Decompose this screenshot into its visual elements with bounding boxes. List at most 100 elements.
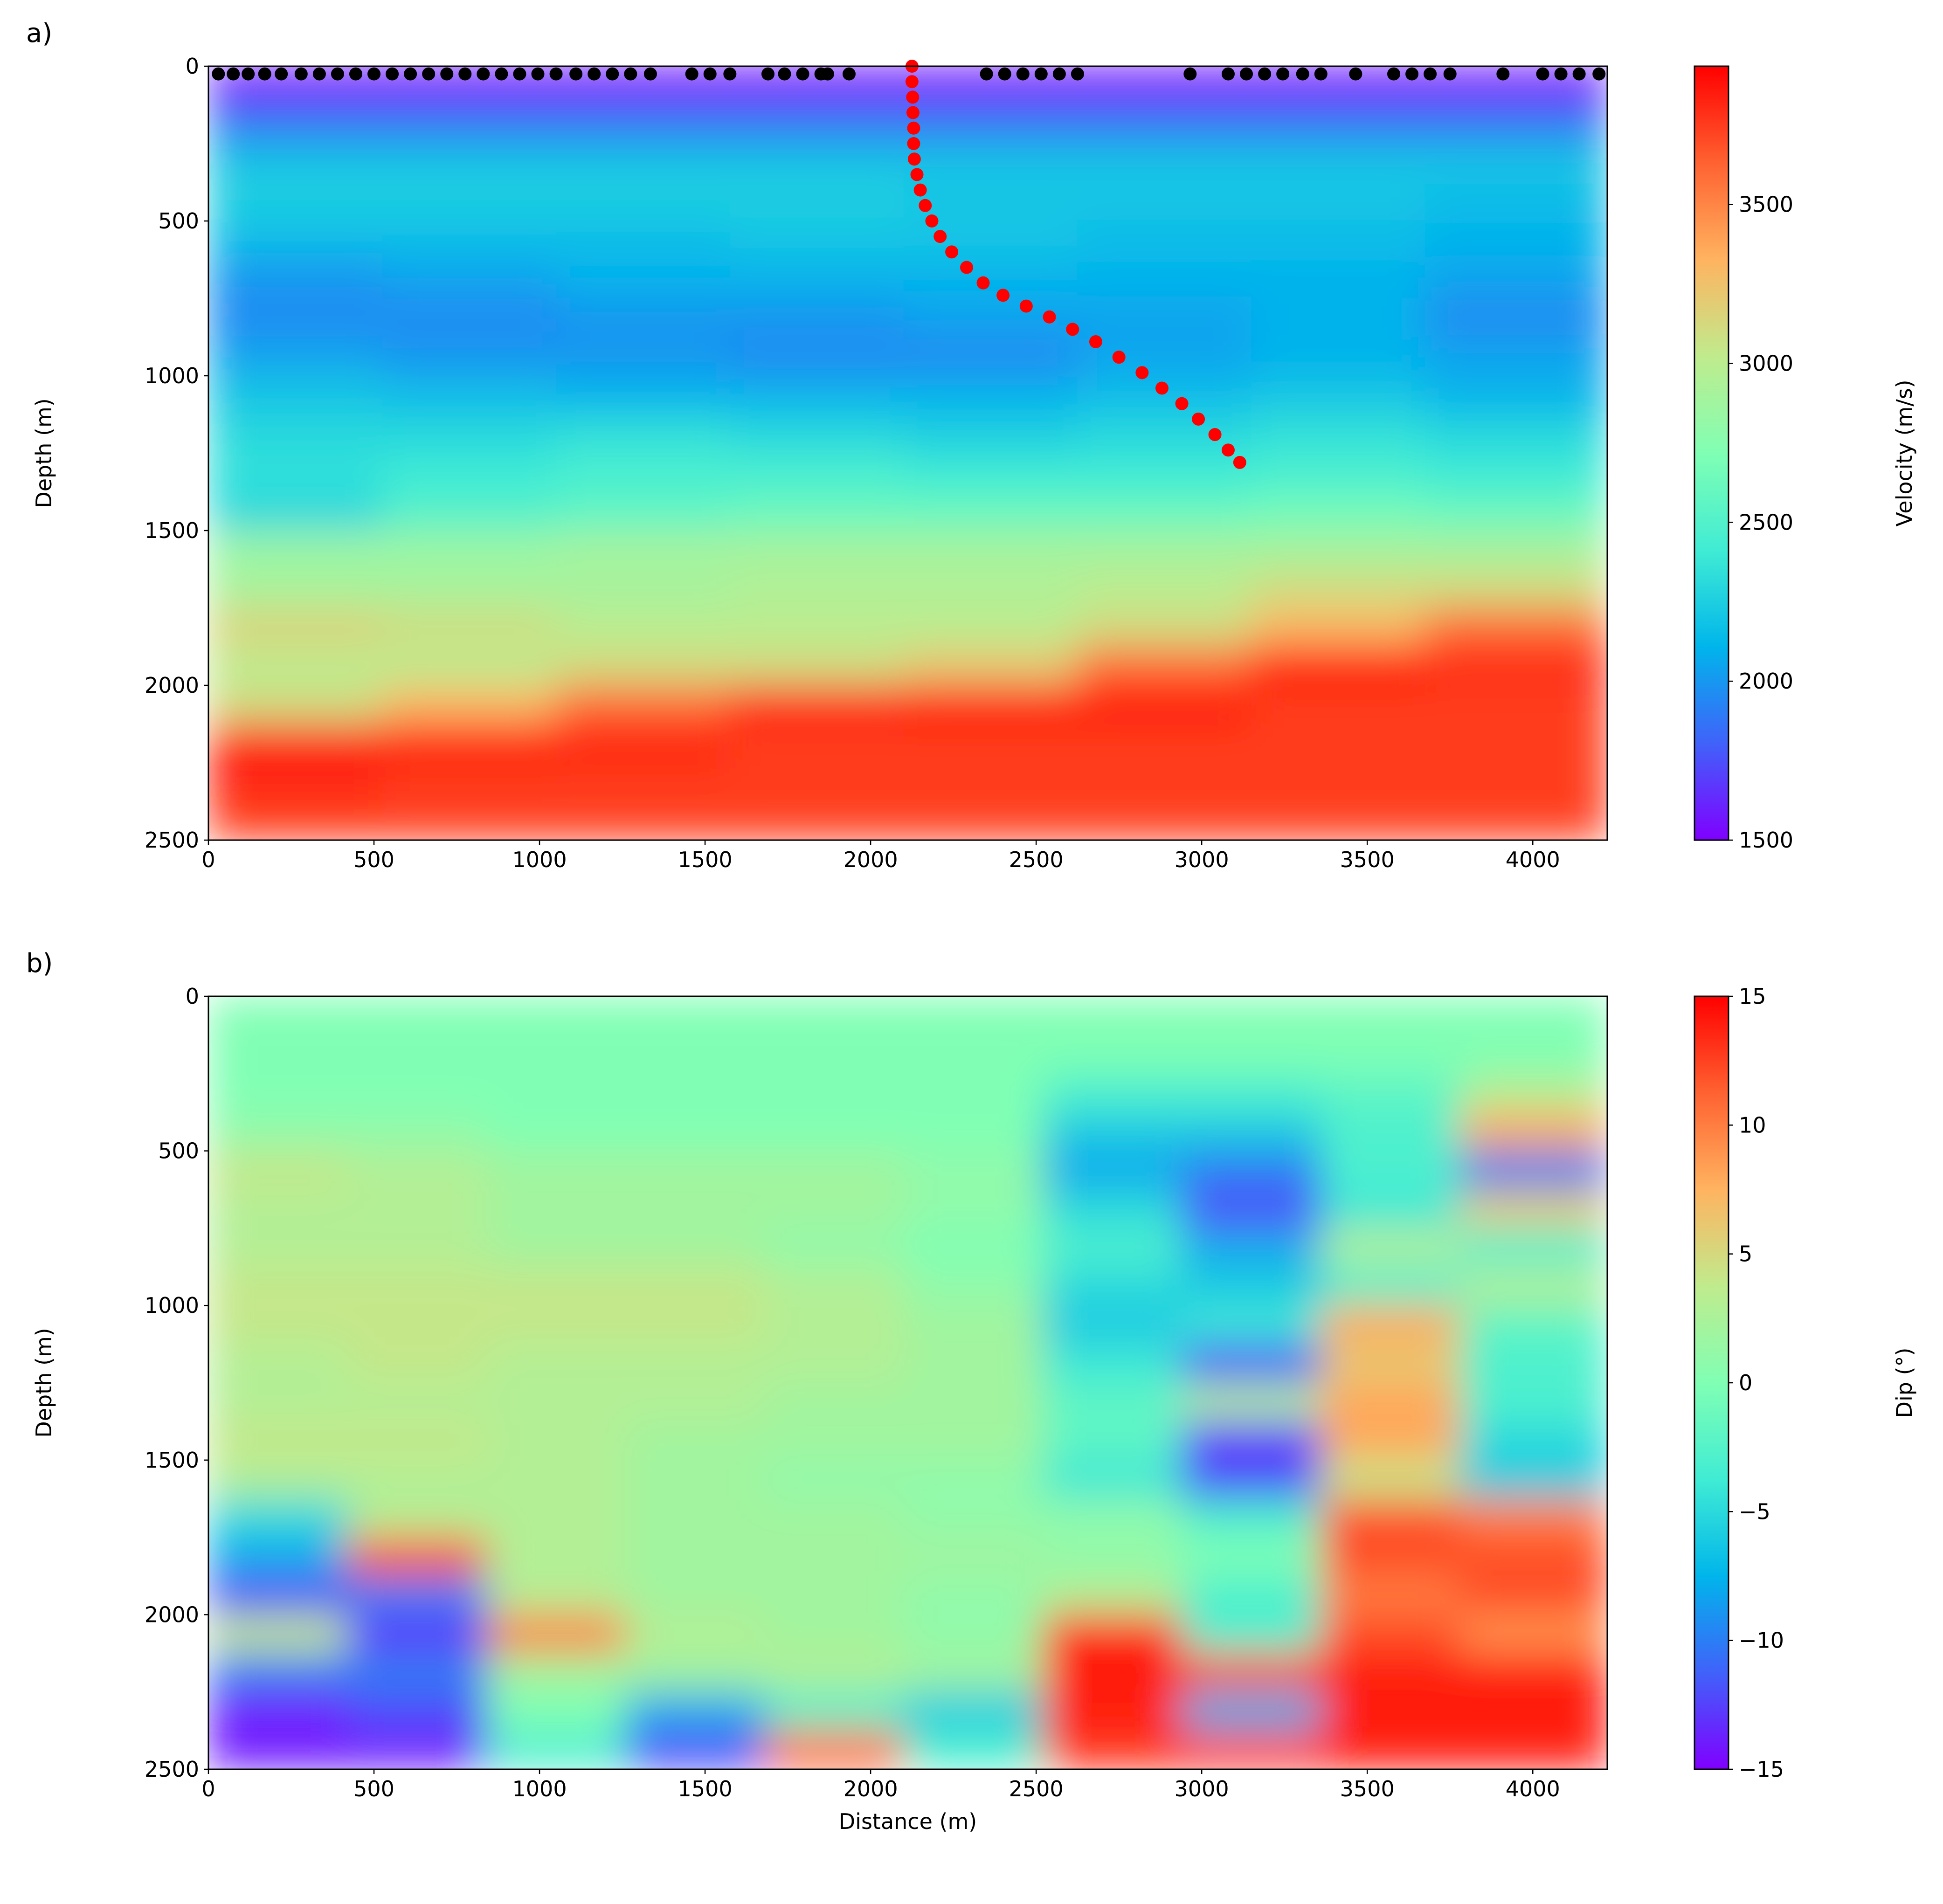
heatmap-cell [347, 1614, 487, 1654]
y-axis-label: Depth (m) [31, 398, 56, 508]
heatmap-cell [1182, 1228, 1321, 1267]
heatmap-cell [625, 1382, 765, 1422]
heatmap-cell [764, 1151, 904, 1190]
heatmap-cell [729, 337, 904, 376]
heatmap-cell [903, 1151, 1043, 1190]
receiver [1240, 67, 1253, 81]
receiver [349, 67, 362, 81]
heatmap-cell [1042, 1266, 1182, 1306]
heatmap-cell [729, 414, 904, 454]
heatmap-cell [208, 1460, 348, 1499]
receiver [980, 67, 993, 81]
heatmap-cell [208, 104, 383, 144]
heatmap-cell [556, 337, 730, 376]
heatmap-cell [486, 1228, 626, 1267]
heatmap-cell [729, 491, 904, 531]
heatmap-cell [903, 1035, 1043, 1074]
heatmap-cell [903, 1730, 1043, 1769]
heatmap-cell [903, 1460, 1043, 1499]
heatmap-cell [625, 1151, 765, 1190]
heatmap-cell [1182, 1460, 1321, 1499]
well-point [906, 106, 920, 119]
receiver [275, 67, 288, 81]
receiver [606, 67, 619, 81]
plot-area [208, 996, 1607, 1769]
heatmap-cell [486, 1421, 626, 1461]
heatmap-cell [382, 143, 557, 183]
heatmap-cell [382, 337, 557, 376]
heatmap-cell [1251, 143, 1425, 183]
heatmap-cell [486, 1730, 626, 1769]
panel-label: b) [26, 948, 53, 979]
heatmap-cell [1251, 762, 1425, 802]
heatmap-cell [1321, 996, 1460, 1035]
receiver [821, 67, 834, 81]
heatmap-cell [208, 996, 348, 1035]
receiver [723, 67, 737, 81]
receiver [624, 67, 637, 81]
receiver [1258, 67, 1272, 81]
heatmap-cell [729, 298, 904, 338]
receiver [1554, 67, 1568, 81]
heatmap-cell [208, 143, 383, 183]
heatmap-cell [729, 685, 904, 724]
heatmap-cell [1321, 1498, 1460, 1538]
heatmap-cell [1077, 685, 1252, 724]
heatmap-cell [1077, 530, 1252, 570]
heatmap-cell [729, 646, 904, 686]
heatmap-cell [625, 1073, 765, 1113]
heatmap-cell [382, 569, 557, 608]
heatmap-cell [903, 1537, 1043, 1576]
heatmap-cell [556, 259, 730, 299]
heatmap-cell [625, 1576, 765, 1615]
heatmap-cell [903, 104, 1078, 144]
heatmap-cell [1251, 646, 1425, 686]
y-tick-label: 0 [186, 984, 199, 1009]
heatmap-cell [1321, 1691, 1460, 1731]
heatmap-cell [382, 453, 557, 492]
heatmap-cell [208, 569, 383, 608]
receiver [1496, 67, 1510, 81]
heatmap-cell [347, 1421, 487, 1461]
heatmap-cell [625, 1653, 765, 1692]
heatmap-cell [1424, 801, 1607, 840]
heatmap-cell [764, 1730, 904, 1769]
heatmap-cell [382, 182, 557, 221]
heatmap-cell [903, 996, 1043, 1035]
heatmap-cell [208, 182, 383, 221]
heatmap-cell [1182, 1537, 1321, 1576]
heatmap-cell [903, 1421, 1043, 1461]
heatmap-cell [208, 375, 383, 415]
heatmap-cell [903, 1382, 1043, 1422]
colorbar-tick-label: 0 [1739, 1370, 1752, 1395]
heatmap-cell [903, 453, 1078, 492]
heatmap-cell [486, 1382, 626, 1422]
heatmap-cell [556, 143, 730, 183]
heatmap-cell [1459, 1344, 1607, 1383]
heatmap-cell [1042, 1344, 1182, 1383]
heatmap-cell [1251, 685, 1425, 724]
heatmap-cell [1182, 1498, 1321, 1538]
receiver [1572, 67, 1586, 81]
heatmap-cell [382, 801, 557, 840]
y-tick-label: 500 [158, 208, 199, 234]
heatmap-cell [1459, 1730, 1607, 1769]
heatmap-cell [625, 1266, 765, 1306]
heatmap-cell [625, 1730, 765, 1769]
heatmap-cell [625, 1305, 765, 1345]
x-tick-label: 2000 [844, 847, 898, 872]
heatmap-cell [347, 1691, 487, 1731]
heatmap-cell [382, 762, 557, 802]
x-tick-label: 500 [353, 1776, 394, 1801]
heatmap-cell [208, 530, 383, 570]
heatmap-cell [347, 1344, 487, 1383]
receiver [1314, 67, 1328, 81]
heatmap-cell [1251, 414, 1425, 454]
receiver [1052, 67, 1066, 81]
heatmap-cell [1182, 1344, 1321, 1383]
receiver [1071, 67, 1084, 81]
heatmap-cell [1251, 530, 1425, 570]
heatmap-cell [556, 221, 730, 260]
heatmap-cell [208, 1035, 348, 1074]
heatmap-cell [625, 1498, 765, 1538]
